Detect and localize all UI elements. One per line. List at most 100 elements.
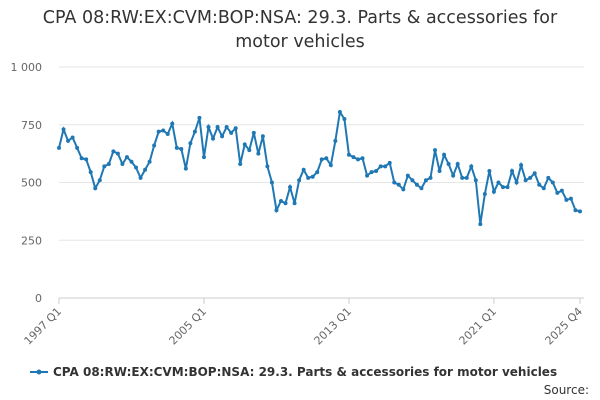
point	[161, 128, 166, 133]
point	[215, 125, 220, 130]
point	[578, 209, 582, 214]
point	[260, 134, 265, 139]
y-tick-label: 1 000	[11, 61, 43, 74]
point	[414, 182, 419, 187]
point	[319, 157, 324, 162]
point	[455, 162, 460, 167]
point	[201, 155, 206, 160]
point	[265, 164, 270, 169]
point	[269, 180, 274, 185]
point	[546, 175, 551, 180]
point	[360, 156, 365, 161]
point	[401, 187, 406, 192]
point	[88, 170, 93, 175]
point	[392, 180, 397, 185]
point	[510, 168, 515, 173]
point	[396, 182, 401, 187]
point	[500, 185, 505, 190]
point	[138, 175, 143, 180]
point	[61, 127, 66, 132]
point	[188, 141, 193, 146]
point	[238, 162, 243, 167]
point	[464, 175, 469, 180]
point	[573, 208, 578, 213]
point	[550, 180, 555, 185]
chart-title: CPA 08:RW:EX:CVM:BOP:NSA: 29.3. Parts & …	[42, 8, 558, 52]
point	[333, 138, 338, 143]
point	[410, 178, 415, 183]
y-tick-label: 250	[21, 234, 42, 247]
point	[147, 159, 152, 164]
point	[165, 131, 170, 136]
x-tick-label: 2025 Q4	[543, 305, 586, 348]
point	[129, 159, 134, 164]
point	[297, 178, 302, 183]
point	[559, 188, 564, 193]
point	[115, 151, 120, 156]
legend-label: CPA 08:RW:EX:CVM:BOP:NSA: 29.3. Parts & …	[53, 365, 557, 379]
point	[342, 116, 347, 121]
point	[120, 162, 125, 167]
point	[419, 186, 424, 191]
source: Source:	[544, 383, 589, 397]
point	[482, 192, 487, 197]
point	[478, 222, 483, 227]
point	[247, 148, 252, 153]
point	[310, 174, 315, 179]
point	[224, 125, 229, 130]
point	[555, 190, 560, 195]
point	[233, 126, 238, 131]
point	[324, 156, 329, 161]
point	[229, 130, 234, 135]
point	[57, 145, 61, 150]
point	[143, 167, 148, 172]
point	[97, 178, 102, 183]
point	[134, 165, 139, 170]
point	[170, 121, 175, 126]
point	[451, 173, 456, 178]
point	[374, 168, 379, 173]
point	[84, 157, 89, 162]
point	[274, 208, 279, 213]
y-tick-label: 500	[21, 177, 42, 190]
point	[437, 168, 442, 173]
point	[523, 178, 528, 183]
legend-marker	[36, 369, 42, 375]
point	[152, 143, 157, 148]
point	[473, 178, 478, 183]
point	[102, 164, 107, 169]
point	[156, 129, 161, 134]
point	[328, 163, 333, 168]
point	[70, 135, 75, 140]
point	[428, 175, 433, 180]
point	[541, 186, 546, 191]
point	[111, 149, 116, 154]
point	[460, 175, 465, 180]
point	[211, 136, 216, 141]
point	[278, 198, 283, 203]
point	[519, 163, 524, 168]
point	[405, 173, 410, 178]
point	[124, 155, 129, 160]
x-tick-label: 2005 Q1	[167, 305, 210, 348]
point	[192, 129, 197, 134]
point	[487, 168, 492, 173]
point	[423, 178, 428, 183]
point	[183, 166, 188, 171]
point	[351, 155, 356, 160]
point	[75, 145, 80, 150]
point	[288, 185, 293, 190]
point	[505, 185, 510, 190]
point	[383, 164, 388, 169]
point	[301, 167, 306, 172]
point	[469, 164, 474, 169]
point	[496, 180, 501, 185]
point	[528, 175, 533, 180]
point	[197, 115, 202, 120]
point	[174, 145, 179, 150]
point	[442, 152, 447, 157]
point	[306, 175, 311, 180]
point	[292, 201, 297, 206]
